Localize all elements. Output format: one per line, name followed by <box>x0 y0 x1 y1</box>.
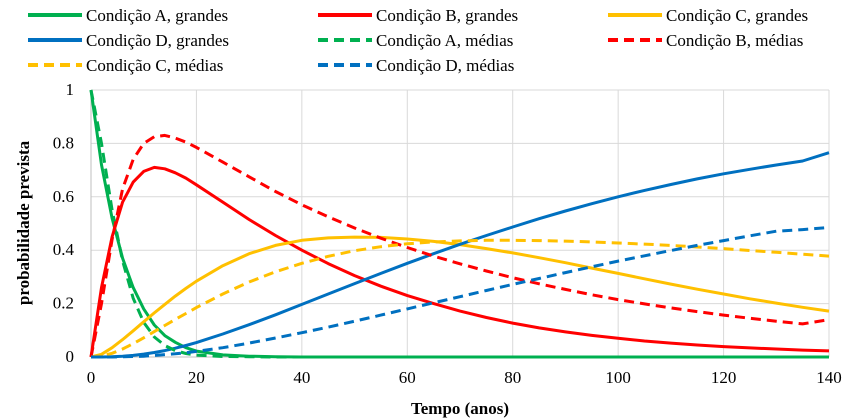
legend-item-3: Condição D, grandes <box>28 31 229 50</box>
y-axis-title: probabilidade prevista <box>14 140 33 305</box>
legend-label-3: Condição D, grandes <box>86 31 229 50</box>
legend-label-1: Condição B, grandes <box>376 6 518 25</box>
x-tick-label-4: 80 <box>504 368 521 387</box>
series-line-7 <box>91 226 830 359</box>
y-tick-label-3: 0.6 <box>53 187 74 206</box>
legend-label-0: Condição A, grandes <box>86 6 228 25</box>
legend-label-2: Condição C, grandes <box>666 6 808 25</box>
legend-label-4: Condição A, médias <box>376 31 513 50</box>
y-tick-label-0: 0 <box>66 347 75 366</box>
series-line-5 <box>89 133 830 358</box>
legend-item-4: Condição A, médias <box>318 31 513 50</box>
legend-item-1: Condição B, grandes <box>318 6 518 25</box>
x-tick-label-5: 100 <box>605 368 631 387</box>
x-tick-label-0: 0 <box>87 368 96 387</box>
legend-label-6: Condição C, médias <box>86 56 223 75</box>
x-tick-label-6: 120 <box>711 368 737 387</box>
legend-label-5: Condição B, médias <box>666 31 803 50</box>
y-tick-label-2: 0.4 <box>53 240 75 259</box>
x-tick-label-1: 20 <box>188 368 205 387</box>
series-line-3 <box>91 151 830 359</box>
legend-item-6: Condição C, médias <box>28 56 223 75</box>
y-tick-label-1: 0.2 <box>53 294 74 313</box>
series-group <box>89 89 830 359</box>
y-tick-label-5: 1 <box>66 80 75 99</box>
series-line-4 <box>89 89 829 359</box>
series-line-6 <box>90 238 830 359</box>
series-line-0 <box>89 89 829 359</box>
legend-label-7: Condição D, médias <box>376 56 514 75</box>
x-tick-label-7: 140 <box>816 368 842 387</box>
legend-item-5: Condição B, médias <box>608 31 803 50</box>
legend-item-2: Condição C, grandes <box>608 6 808 25</box>
series-line-1 <box>89 165 830 358</box>
tick-labels: 0 20 40 60 80 100 120 140 0 0.2 0.4 0.6 0.8 1 <box>53 80 842 387</box>
legend-item-7: Condição D, médias <box>318 56 514 75</box>
legend: Condição A, grandes Condição B, grandes Co… <box>28 6 808 75</box>
axes <box>90 90 829 358</box>
legend-item-0: Condição A, grandes <box>28 6 228 25</box>
y-tick-label-4: 0.8 <box>53 133 74 152</box>
gridlines <box>90 89 830 358</box>
x-axis-title: Tempo (anos) <box>411 399 509 418</box>
x-tick-label-2: 40 <box>293 368 310 387</box>
x-tick-label-3: 60 <box>399 368 416 387</box>
